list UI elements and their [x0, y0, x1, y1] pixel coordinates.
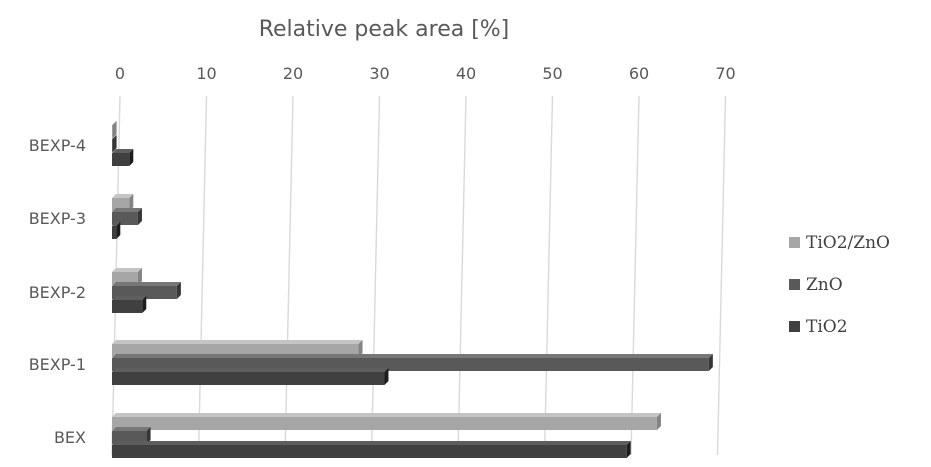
category-label: BEXP-4	[29, 136, 86, 155]
legend-label: TiO2	[806, 317, 848, 337]
bar-top-face	[112, 340, 363, 344]
category-label: BEX	[54, 428, 86, 447]
legend-label: ZnO	[806, 275, 843, 295]
bar-side-face	[384, 368, 389, 385]
x-tick-label: 10	[196, 64, 216, 83]
bar-side-face	[708, 354, 713, 371]
bar-top-face	[112, 413, 661, 417]
x-tick-label: 40	[456, 64, 476, 83]
bar-BEXP-2-TiO2	[112, 296, 147, 313]
gridline-60	[630, 95, 640, 456]
bar-side-face	[656, 413, 661, 430]
bar-top-face	[112, 194, 134, 198]
bar-top-face	[112, 427, 151, 431]
bar-side-face	[137, 268, 142, 285]
bar-front-face	[112, 431, 147, 444]
bar-BEXP-4-TiO2	[112, 149, 134, 166]
bar-side-face	[112, 135, 117, 152]
bar-BEX-TiO2/ZnO	[112, 413, 661, 430]
x-axis-ticks: 0 10 20 30 40 50 60 70	[115, 64, 736, 83]
bar-top-face	[112, 149, 134, 153]
bar-top-face	[112, 222, 121, 226]
bar-BEX-ZnO	[112, 427, 151, 444]
legend-item-ZnO: ZnO	[789, 275, 843, 295]
bar-side-face	[142, 296, 147, 313]
bar-top-face	[112, 368, 389, 372]
bar-front-face	[112, 344, 359, 357]
bar-front-face	[112, 198, 130, 211]
gridline-70	[716, 95, 727, 456]
bar-front-face	[112, 272, 138, 285]
x-tick-label: 30	[369, 64, 389, 83]
bar-side-face	[146, 427, 151, 444]
bar-front-face	[112, 125, 113, 138]
bar-top-face	[112, 282, 181, 286]
bar-side-face	[129, 149, 134, 166]
bar-BEXP-3-TiO2	[112, 222, 121, 239]
bar-top-face	[112, 208, 142, 212]
bar-front-face	[112, 372, 385, 385]
gridline-40	[457, 95, 467, 456]
gridline-30	[370, 95, 381, 456]
bar-top-face	[112, 296, 147, 300]
bar-front-face	[112, 153, 130, 166]
bar-side-face	[112, 121, 117, 138]
x-tick-label: 20	[283, 64, 303, 83]
bar-side-face	[129, 194, 134, 211]
bar-BEXP-2-TiO2/ZnO	[112, 268, 142, 285]
x-tick-label: 0	[115, 64, 125, 83]
bar-side-face	[176, 282, 181, 299]
bar-BEXP-1-TiO2	[112, 368, 389, 385]
gridlines	[111, 95, 727, 456]
x-tick-label: 70	[715, 64, 735, 83]
category-labels: BEX BEXP-1 BEXP-2 BEXP-3 BEXP-4	[29, 136, 86, 447]
legend-label: TiO2/ZnO	[806, 233, 890, 253]
bar-front-face	[112, 286, 177, 299]
legend-swatch	[789, 237, 800, 248]
bar-front-face	[112, 226, 117, 239]
gridline-50	[543, 95, 554, 456]
axis-title: Relative peak area [%]	[259, 17, 510, 42]
bar-top-face	[112, 354, 713, 358]
bar-BEXP-2-ZnO	[112, 282, 181, 299]
bar-BEXP-4-ZnO	[112, 135, 117, 152]
legend: TiO2/ZnO ZnO TiO2	[789, 233, 890, 337]
bar-BEX-TiO2	[112, 441, 631, 458]
bar-front-face	[112, 300, 143, 313]
bar-BEXP-3-ZnO	[112, 208, 142, 225]
legend-swatch	[789, 321, 800, 332]
bar-side-face	[358, 340, 363, 357]
bar-side-face	[116, 222, 121, 239]
bar-top-face	[112, 441, 631, 445]
legend-item-TiO2: TiO2	[789, 317, 848, 337]
gridline-10	[197, 95, 208, 456]
bar-BEXP-1-TiO2/ZnO	[112, 340, 363, 357]
legend-item-TiO2/ZnO: TiO2/ZnO	[789, 233, 890, 253]
gridline-20	[284, 95, 294, 456]
bar-top-face	[112, 268, 142, 272]
bar-side-face	[137, 208, 142, 225]
bar-front-face	[112, 417, 657, 430]
bar-front-face	[112, 139, 113, 152]
bar-front-face	[112, 212, 138, 225]
bar-BEXP-3-TiO2/ZnO	[112, 194, 134, 211]
category-label: BEXP-2	[29, 283, 86, 302]
category-label: BEXP-1	[29, 355, 86, 374]
x-tick-label: 60	[629, 64, 649, 83]
bars	[112, 121, 713, 458]
bar-front-face	[112, 445, 627, 458]
x-tick-label: 50	[542, 64, 562, 83]
bar-side-face	[626, 441, 631, 458]
bar-top-face	[112, 121, 117, 125]
bar-BEXP-4-TiO2/ZnO	[112, 121, 117, 138]
legend-swatch	[789, 279, 800, 290]
bar-front-face	[112, 358, 709, 371]
category-label: BEXP-3	[29, 209, 86, 228]
bar-BEXP-1-ZnO	[112, 354, 713, 371]
bar-top-face	[112, 135, 117, 139]
